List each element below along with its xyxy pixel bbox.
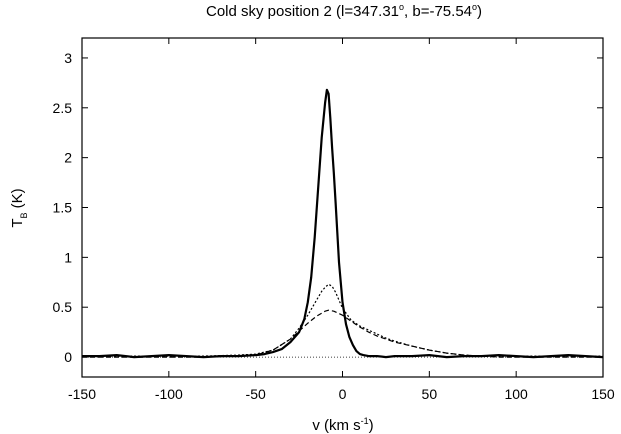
x-axis-label: v (km s-1): [312, 416, 373, 434]
chart-title: Cold sky position 2 (l=347.31o, b=-75.54…: [206, 2, 482, 20]
y-tick-label: 1.5: [53, 200, 73, 216]
x-axis: -150 -100 -50 0 50 100 150: [68, 38, 615, 402]
series-line-dashed: [82, 309, 603, 358]
x-tick-label: -100: [155, 386, 183, 402]
y-tick-label: 0.5: [53, 299, 73, 315]
plot-lines: [82, 88, 604, 359]
y-tick-label: 3: [64, 50, 72, 66]
y-tick-label: 2.5: [53, 100, 73, 116]
x-tick-label: 0: [339, 386, 347, 402]
y-axis: 0 0.5 1 1.5 2 2.5 3: [53, 50, 603, 365]
y-tick-label: 2: [64, 150, 72, 166]
x-tick-label: -150: [68, 386, 96, 402]
x-tick-label: -50: [246, 386, 266, 402]
y-axis-label: TB (K): [9, 188, 29, 227]
x-tick-label: 150: [591, 386, 615, 402]
x-tick-label: 100: [504, 386, 528, 402]
x-tick-label: 50: [422, 386, 438, 402]
y-tick-label: 0: [64, 349, 72, 365]
y-tick-label: 1: [64, 249, 72, 265]
